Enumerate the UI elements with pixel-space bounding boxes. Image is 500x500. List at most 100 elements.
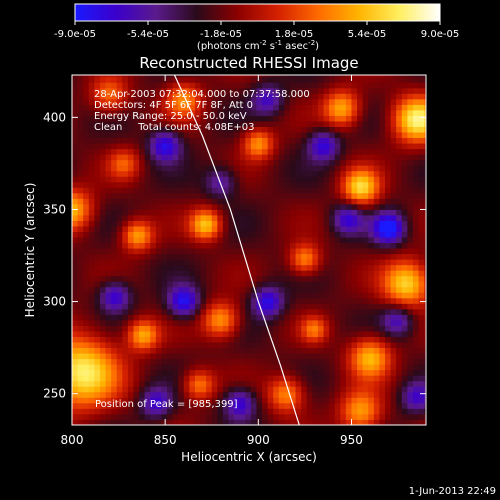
heatmap-cell <box>116 380 123 387</box>
heatmap-cell <box>289 132 296 139</box>
heatmap-cell <box>351 242 358 249</box>
heatmap-cell <box>133 270 140 277</box>
heatmap-cell <box>418 220 425 227</box>
heatmap-cell <box>239 198 246 205</box>
heatmap-cell <box>127 154 134 161</box>
heatmap-cell <box>189 331 196 337</box>
heatmap-cell <box>222 98 229 105</box>
heatmap-cell <box>306 237 313 244</box>
heatmap-cell <box>301 93 308 100</box>
heatmap-cell <box>234 170 241 177</box>
heatmap-cell <box>368 402 375 409</box>
heatmap-cell <box>401 419 408 425</box>
heatmap-cell <box>295 270 302 277</box>
heatmap-cell <box>211 292 218 299</box>
heatmap-cell <box>424 187 426 194</box>
heatmap-cell <box>144 331 151 337</box>
heatmap-cell <box>267 336 274 343</box>
heatmap-cell <box>88 231 95 238</box>
heatmap-cell <box>228 215 235 221</box>
heatmap-cell <box>234 408 241 415</box>
heatmap-cell <box>345 253 352 260</box>
heatmap-cell <box>105 391 112 398</box>
heatmap-cell <box>396 165 403 172</box>
heatmap-cell <box>345 336 352 343</box>
heatmap-cell <box>385 237 391 244</box>
heatmap-cell <box>133 336 140 343</box>
heatmap-cell <box>211 176 218 183</box>
heatmap-cell <box>234 148 241 155</box>
heatmap-cell <box>362 137 369 144</box>
heatmap-cell <box>200 364 207 371</box>
heatmap-cell <box>390 137 397 144</box>
heatmap-cell <box>194 226 201 232</box>
heatmap-cell <box>267 286 274 293</box>
heatmap-cell <box>155 165 162 172</box>
heatmap-cell <box>161 331 168 337</box>
heatmap-cell <box>111 331 118 337</box>
heatmap-cell <box>172 391 179 398</box>
heatmap-cell <box>424 419 426 425</box>
heatmap-cell <box>351 215 358 221</box>
heatmap-cell <box>385 297 391 304</box>
heatmap-cell <box>267 143 274 150</box>
heatmap-cell <box>273 226 280 232</box>
heatmap-cell <box>122 98 129 105</box>
heatmap-cell <box>239 331 246 337</box>
heatmap-cell <box>306 308 313 315</box>
heatmap-cell <box>351 126 358 133</box>
heatmap-cell <box>284 198 291 205</box>
heatmap-cell <box>273 75 280 78</box>
heatmap-cell <box>340 143 347 150</box>
heatmap-cell <box>94 237 101 244</box>
heatmap-cell <box>284 220 291 227</box>
heatmap-cell <box>362 170 369 177</box>
heatmap-cell <box>111 308 118 315</box>
heatmap-cell <box>172 419 179 425</box>
heatmap-cell <box>345 314 352 321</box>
heatmap-cell <box>144 386 151 393</box>
heatmap-cell <box>256 154 263 161</box>
heatmap-cell <box>72 303 78 310</box>
heatmap-cell <box>362 320 369 326</box>
heatmap-cell <box>340 320 347 326</box>
heatmap-cell <box>284 270 291 277</box>
heatmap-cell <box>222 336 229 343</box>
heatmap-cell <box>418 297 425 304</box>
heatmap-cell <box>172 386 179 393</box>
heatmap-cell <box>228 237 235 244</box>
heatmap-cell <box>127 308 134 315</box>
heatmap-cell <box>295 165 302 172</box>
heatmap-cell <box>373 281 380 288</box>
heatmap-cell <box>373 386 380 393</box>
heatmap-cell <box>139 154 146 161</box>
heatmap-cell <box>133 181 140 188</box>
heatmap-cell <box>111 137 118 144</box>
heatmap-cell <box>72 347 78 354</box>
heatmap-cell <box>150 413 157 420</box>
heatmap-cell <box>362 397 369 404</box>
heatmap-cell <box>262 143 269 150</box>
heatmap-cell <box>133 237 140 244</box>
heatmap-cell <box>312 408 319 415</box>
heatmap-cell <box>127 231 134 238</box>
heatmap-cell <box>267 375 274 382</box>
heatmap-cell <box>301 253 308 260</box>
heatmap-cell <box>239 170 246 177</box>
heatmap-cell <box>317 297 324 304</box>
heatmap-cell <box>317 248 324 255</box>
heatmap-cell <box>412 176 419 183</box>
heatmap-cell <box>111 297 118 304</box>
heatmap-cell <box>250 336 257 343</box>
heatmap-cell <box>412 137 419 144</box>
heatmap-cell <box>228 220 235 227</box>
heatmap-cell <box>424 331 426 337</box>
heatmap-cell <box>250 358 257 365</box>
heatmap-cell <box>368 391 375 398</box>
heatmap-cell <box>284 320 291 326</box>
heatmap-cell <box>424 259 426 266</box>
heatmap-cell <box>284 336 291 343</box>
heatmap-cell <box>245 192 252 199</box>
heatmap-cell <box>373 380 380 387</box>
heatmap-cell <box>250 248 257 255</box>
